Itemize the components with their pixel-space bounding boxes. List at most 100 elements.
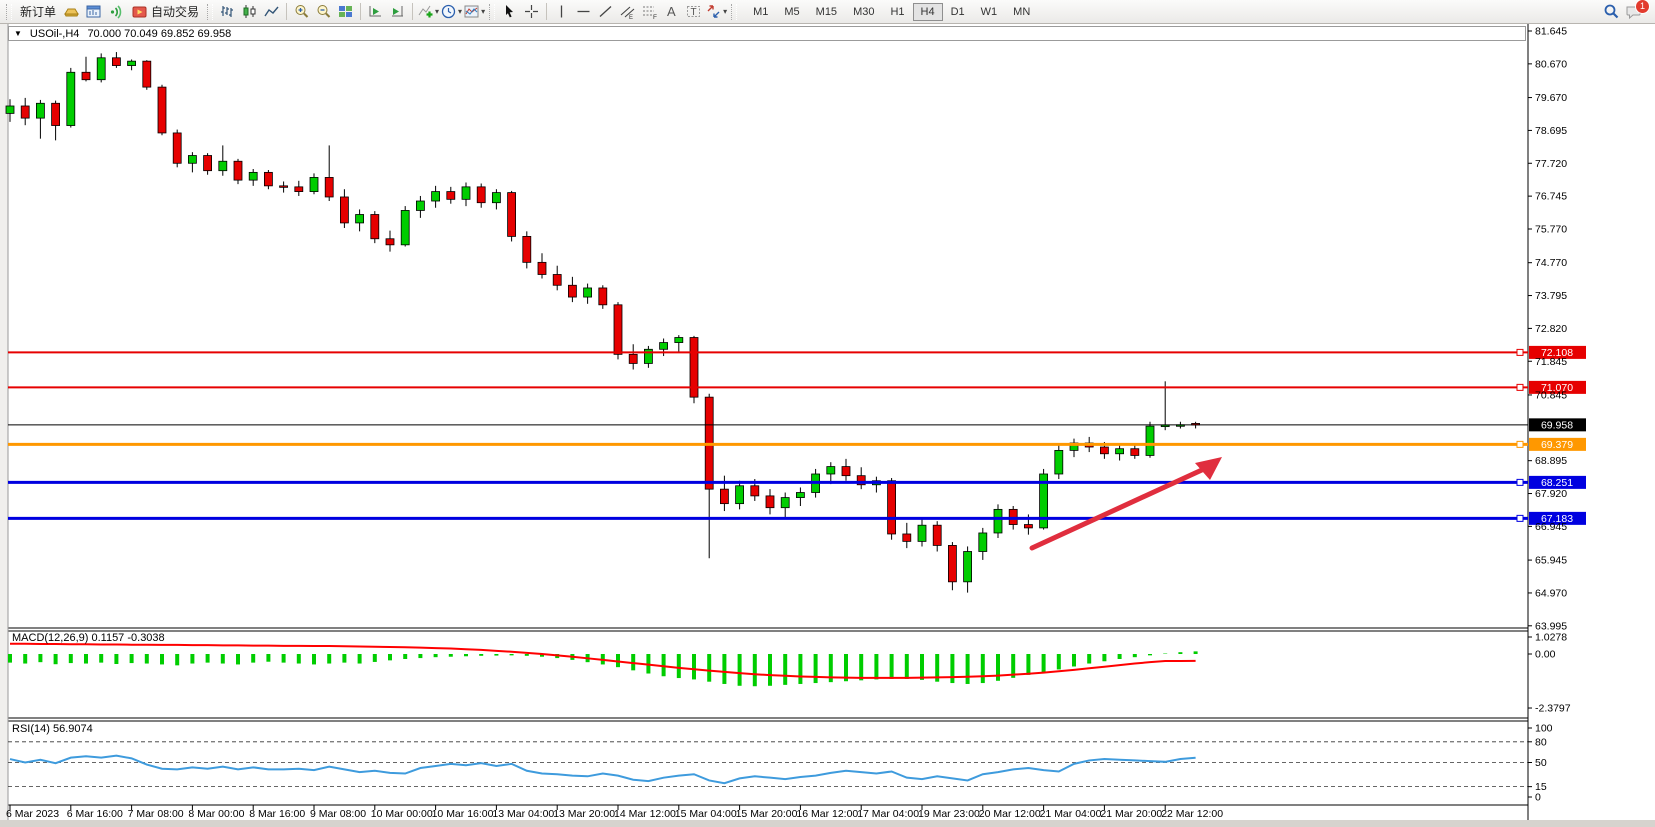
crosshair-button[interactable] <box>521 2 542 22</box>
toolbar-separator <box>412 3 414 20</box>
timeframe-h1-button[interactable]: H1 <box>890 5 905 18</box>
horizontal-levels[interactable] <box>8 348 1528 551</box>
fibonacci-button[interactable]: F <box>639 2 660 22</box>
timeframe-w1-button[interactable]: W1 <box>980 5 998 18</box>
gold-ingot-button[interactable] <box>61 2 82 22</box>
toolbar-separator <box>360 3 362 20</box>
toolbar-separator <box>546 3 548 20</box>
svg-text:15 Mar 20:00: 15 Mar 20:00 <box>736 808 798 820</box>
zoom-out-icon <box>317 5 331 18</box>
timeframe-group: M1 M5 M15 M30 H1 H4 D1 W1 MN <box>745 2 1038 21</box>
time-axis: 6 Mar 2023 6 Mar 16:00 7 Mar 08:00 8 Mar 00… <box>6 805 1223 820</box>
vertical-line-icon <box>560 5 563 18</box>
timeframe-d1-button[interactable]: D1 <box>950 5 965 18</box>
svg-text:69.379: 69.379 <box>1541 439 1573 451</box>
chart-shift-button[interactable] <box>387 2 408 22</box>
bar-chart-button[interactable] <box>217 2 238 22</box>
svg-text:71.070: 71.070 <box>1541 382 1573 394</box>
line-chart-button[interactable] <box>261 2 282 22</box>
templates-button[interactable]: ▾ <box>463 2 485 22</box>
svg-text:80: 80 <box>1535 736 1547 748</box>
svg-text:72.108: 72.108 <box>1541 347 1573 359</box>
toolbar-grip <box>6 3 12 20</box>
timeframe-m5-button[interactable]: M5 <box>784 5 800 18</box>
svg-text:65.945: 65.945 <box>1535 555 1567 567</box>
timeframe-mn-button[interactable]: MN <box>1013 5 1031 18</box>
search-icon <box>1604 4 1619 19</box>
chart-title: USOil-,H4 <box>29 27 80 40</box>
equidistant-channel-button[interactable]: E <box>617 2 638 22</box>
svg-text:10 Mar 00:00: 10 Mar 00:00 <box>371 808 433 820</box>
svg-text:16 Mar 12:00: 16 Mar 12:00 <box>796 808 858 820</box>
trendline-icon <box>599 6 612 17</box>
arrows-tool-button[interactable]: ▾ <box>705 2 727 22</box>
arrows-tool-icon <box>707 5 720 18</box>
rsi-label: RSI(14) 56.9074 <box>12 723 93 735</box>
auto-scroll-button[interactable] <box>365 2 386 22</box>
timeframe-h4-button[interactable]: H4 <box>912 2 943 21</box>
chart-ohlc-readout: 70.000 70.049 69.852 69.958 <box>87 27 232 40</box>
svg-text:10 Mar 16:00: 10 Mar 16:00 <box>432 808 494 820</box>
svg-text:15 Mar 04:00: 15 Mar 04:00 <box>675 808 737 820</box>
timeframe-m30-button[interactable]: M30 <box>853 5 875 18</box>
svg-text:0: 0 <box>1535 792 1541 804</box>
svg-text:A: A <box>667 4 676 19</box>
charts-window-button[interactable] <box>83 2 104 22</box>
equidistant-channel-icon: E <box>620 6 635 20</box>
svg-text:67.183: 67.183 <box>1541 513 1573 525</box>
text-label-button[interactable]: T <box>683 2 704 22</box>
text-tool-button[interactable]: A <box>661 2 682 22</box>
svg-text:1.0278: 1.0278 <box>1535 632 1567 644</box>
svg-text:67.920: 67.920 <box>1535 488 1567 500</box>
svg-text:68.251: 68.251 <box>1541 477 1573 489</box>
svg-text:9 Mar 08:00: 9 Mar 08:00 <box>310 808 366 820</box>
periods-button[interactable]: ▾ <box>440 2 462 22</box>
timeframe-m15-button[interactable]: M15 <box>815 5 838 18</box>
svg-text:71.845: 71.845 <box>1535 356 1567 368</box>
line-chart-icon <box>264 6 279 17</box>
cursor-button[interactable] <box>499 2 520 22</box>
tile-windows-button[interactable] <box>335 2 356 22</box>
zoom-in-button[interactable] <box>291 2 312 22</box>
autotrading-label: 自动交易 <box>151 5 200 19</box>
toolbar-grip <box>489 3 496 20</box>
indicators-button[interactable]: ▾ <box>417 2 439 22</box>
svg-text:17 Mar 04:00: 17 Mar 04:00 <box>857 808 919 820</box>
svg-text:15: 15 <box>1535 781 1547 793</box>
chart-title-bar[interactable]: ▼ USOil-,H4 70.000 70.049 69.852 69.958 <box>8 26 1526 41</box>
notifications-button[interactable]: 1 <box>1623 0 1650 22</box>
vertical-line-button[interactable] <box>551 2 572 22</box>
zoom-out-button[interactable] <box>313 2 334 22</box>
indicators-icon <box>418 5 433 18</box>
dropdown-caret-icon: ▾ <box>435 6 440 16</box>
gold-ingot-icon <box>64 8 79 17</box>
search-button[interactable] <box>1601 2 1622 22</box>
trendline-button[interactable] <box>595 2 616 22</box>
chart-shift-icon <box>392 6 404 17</box>
collapse-caret-icon: ▼ <box>14 28 22 38</box>
trend-arrow-head <box>1195 457 1222 480</box>
timeframe-m1-button[interactable]: M1 <box>753 5 769 18</box>
auto-scroll-icon <box>369 6 382 17</box>
svg-text:E: E <box>629 15 633 20</box>
horizontal-line-button[interactable] <box>573 2 594 22</box>
signals-icon <box>110 5 122 19</box>
chart-background <box>0 24 1655 827</box>
svg-text:0.00: 0.00 <box>1535 649 1556 661</box>
svg-text:13 Mar 04:00: 13 Mar 04:00 <box>492 808 554 820</box>
svg-text:80.670: 80.670 <box>1535 58 1567 70</box>
svg-text:76.745: 76.745 <box>1535 191 1567 203</box>
autotrading-button[interactable]: 自动交易 <box>127 2 203 22</box>
svg-text:13 Mar 20:00: 13 Mar 20:00 <box>553 808 615 820</box>
template-icon <box>464 5 479 18</box>
signals-button[interactable] <box>105 2 126 22</box>
candlestick-chart-button[interactable] <box>239 2 260 22</box>
svg-text:79.670: 79.670 <box>1535 92 1567 104</box>
svg-text:7 Mar 08:00: 7 Mar 08:00 <box>128 808 184 820</box>
svg-text:78.695: 78.695 <box>1535 125 1567 137</box>
new-order-button[interactable]: 新订单 <box>16 2 60 22</box>
trend-arrow <box>1029 466 1207 551</box>
svg-text:8 Mar 16:00: 8 Mar 16:00 <box>249 808 305 820</box>
